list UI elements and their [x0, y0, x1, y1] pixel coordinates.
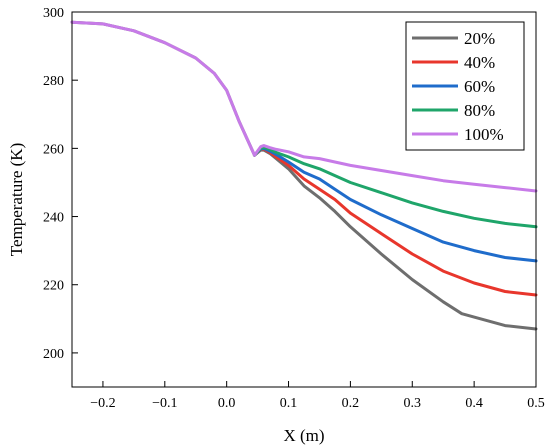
y-tick-label: 300 [43, 6, 64, 21]
legend-label-0: 20% [464, 29, 495, 48]
x-tick-label: 0.4 [465, 396, 483, 411]
y-axis-label: Temperature (K) [7, 143, 26, 257]
x-tick-label: −0.1 [152, 396, 177, 411]
plot-frame [71, 11, 537, 388]
x-tick-label: 0.5 [527, 396, 545, 411]
series-line-3 [253, 145, 538, 229]
y-tick-label: 240 [43, 211, 64, 226]
axis-ticks: −0.2 −0.1 0.0 0.1 0.2 0.3 0.4 0.5 200 220 240 260 28… [43, 6, 545, 411]
series-layer [70, 20, 538, 331]
x-tick-label: −0.2 [90, 396, 115, 411]
y-tick-label: 260 [43, 142, 64, 157]
x-axis-label: X (m) [283, 426, 324, 445]
legend-label-2: 60% [464, 77, 495, 96]
y-tick-label: 220 [43, 279, 64, 294]
legend-label-3: 80% [464, 101, 495, 120]
legend: 20% 40% 60% 80% 100% [405, 21, 525, 151]
y-tick-label: 280 [43, 74, 64, 89]
y-tick-label: 200 [43, 347, 64, 362]
legend-label-4: 100% [464, 125, 504, 144]
legend-box [405, 21, 525, 151]
x-tick-label: 0.2 [342, 396, 360, 411]
series-line-4 [70, 20, 538, 193]
x-tick-label: 0.1 [280, 396, 298, 411]
x-tick-label: 0.3 [404, 396, 422, 411]
x-tick-label: 0.0 [218, 396, 236, 411]
legend-label-1: 40% [464, 53, 495, 72]
